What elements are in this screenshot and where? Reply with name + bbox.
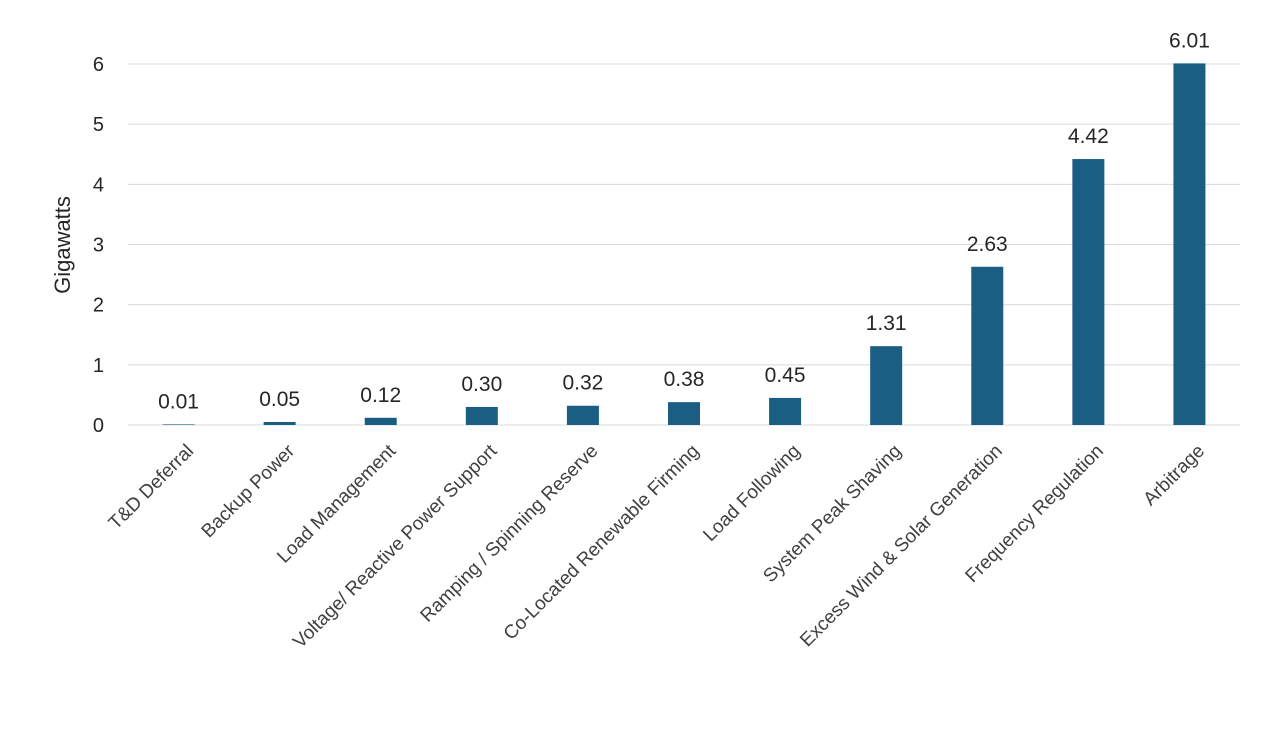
bar — [263, 421, 296, 425]
bar — [566, 405, 599, 425]
data-label: 0.05 — [259, 388, 300, 411]
x-category-label: Ramping / Spinning Reserve — [417, 441, 603, 627]
bar — [465, 406, 498, 425]
data-label: 4.42 — [1068, 125, 1109, 148]
data-label: 0.38 — [664, 368, 705, 391]
y-tick-label: 6 — [93, 54, 104, 76]
data-label: 1.31 — [866, 312, 907, 335]
bar — [668, 402, 700, 425]
x-category-label: Voltage/ Reactive Power Support — [289, 440, 502, 653]
y-axis-ticks: 0 1 2 3 4 5 6 — [93, 54, 104, 437]
y-tick-label: 4 — [93, 174, 104, 196]
bar — [1173, 63, 1206, 425]
data-label: 0.45 — [765, 364, 806, 387]
bar — [971, 266, 1004, 425]
data-labels: 0.01 0.05 0.12 0.30 0.32 0.38 0.45 1.31 2.63 4.42… — [158, 29, 1210, 413]
x-category-label: Excess Wind & Solar Generation — [796, 441, 1006, 651]
data-label: 0.32 — [562, 372, 603, 395]
bar — [1072, 159, 1105, 425]
bar — [162, 424, 195, 425]
data-label: 0.01 — [158, 390, 199, 413]
y-axis-title: Gigawatts — [50, 196, 75, 294]
gridlines — [128, 63, 1240, 426]
bar — [364, 417, 397, 425]
bars — [162, 63, 1206, 425]
x-category-label: Co-Located Renewable Firming — [500, 441, 704, 645]
x-category-label: Load Following — [699, 441, 804, 546]
data-label: 6.01 — [1169, 29, 1210, 52]
bar — [870, 346, 903, 425]
y-tick-label: 2 — [93, 295, 104, 317]
data-label: 2.63 — [967, 233, 1008, 256]
y-tick-label: 5 — [93, 114, 104, 136]
x-category-label: Arbitrage — [1140, 441, 1209, 510]
y-tick-label: 0 — [93, 415, 104, 437]
x-category-label: Backup Power — [198, 440, 300, 542]
data-label: 0.12 — [360, 384, 401, 407]
bar — [769, 397, 802, 425]
x-category-label: T&D Deferral — [105, 441, 198, 534]
data-label: 0.30 — [461, 373, 502, 396]
y-tick-label: 1 — [93, 355, 104, 377]
y-tick-label: 3 — [93, 235, 104, 257]
